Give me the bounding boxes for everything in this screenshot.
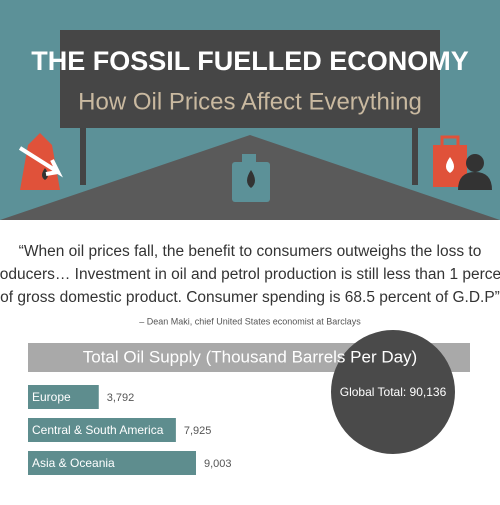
post: [412, 125, 418, 185]
shopping-bag-icon: [433, 135, 492, 190]
quote-line: producers… Investment in oil and petrol …: [0, 266, 500, 283]
bar: [28, 451, 196, 475]
bar: [28, 418, 176, 442]
category-label: Asia & Oceania: [32, 456, 115, 470]
price-tag-icon: [18, 133, 63, 190]
bar: [28, 385, 99, 409]
title: THE FOSSIL FUELLED ECONOMY: [31, 46, 469, 76]
chart-title: Total Oil Supply (Thousand Barrels Per D…: [83, 347, 417, 366]
value-label: 7,925: [184, 425, 212, 437]
fuel-can-icon: [232, 154, 270, 202]
attribution: – Dean Maki, chief United States economi…: [139, 316, 361, 326]
subtitle: How Oil Prices Affect Everything: [78, 88, 422, 115]
total-circle: [331, 330, 455, 454]
value-label: 9,003: [204, 458, 232, 470]
post: [80, 125, 86, 185]
title-banner: [60, 30, 440, 128]
quote-line: of gross domestic product. Consumer spen…: [0, 289, 500, 306]
global-total: Global Total: 90,136: [340, 385, 447, 399]
value-label: 3,792: [107, 392, 135, 404]
category-label: Central & South America: [32, 423, 164, 437]
quote-line: “When oil prices fall, the benefit to co…: [19, 243, 482, 260]
category-label: Europe: [32, 390, 71, 404]
